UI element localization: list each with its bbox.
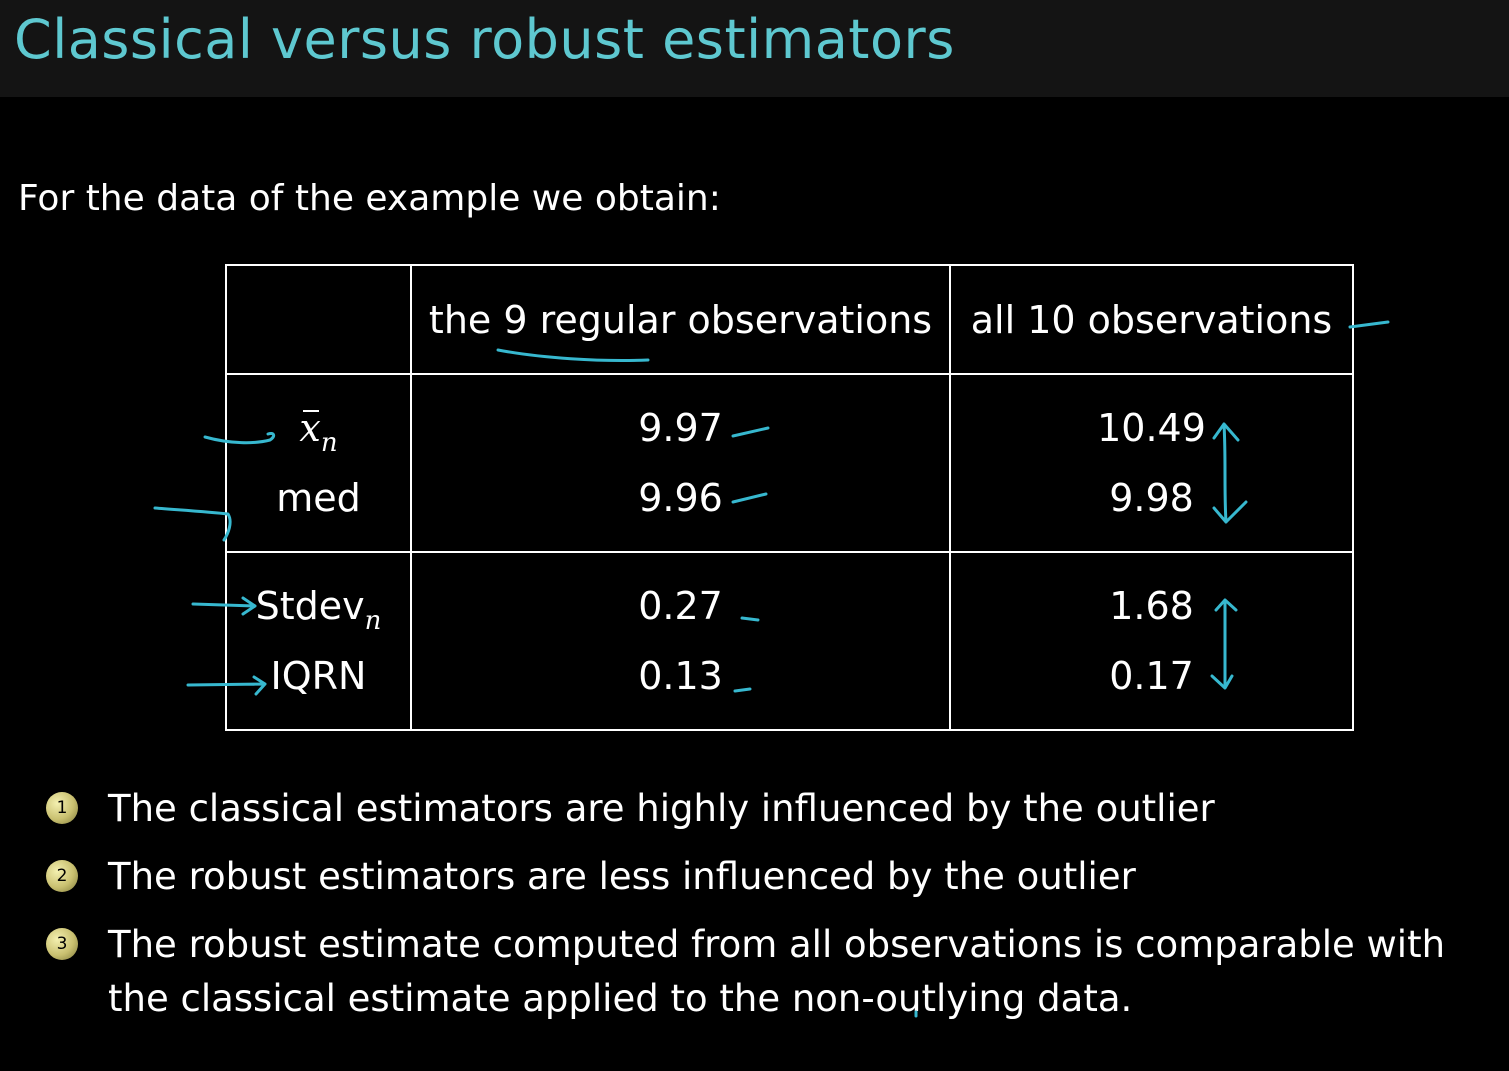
table-header-row: the 9 regular observations all 10 observ… <box>225 264 1354 375</box>
bullet-list: 1 The classical estimators are highly in… <box>46 782 1508 1026</box>
bullet-number-badge: 1 <box>46 792 78 824</box>
slide-title: Classical versus robust estimators <box>14 8 955 71</box>
location-all-cell: 10.49 9.98 <box>949 373 1354 553</box>
bullet-number-badge: 2 <box>46 860 78 892</box>
scale-regular-cell: 0.27 0.13 <box>410 551 951 731</box>
intro-text: For the data of the example we obtain: <box>18 178 721 219</box>
header-regular-observations: the 9 regular observations <box>410 264 951 375</box>
stdev-text: Stdev <box>255 584 365 628</box>
bullet-item: 2 The robust estimators are less influen… <box>46 850 1508 904</box>
mean-label: xn <box>299 393 337 463</box>
scale-labels-cell: Stdevn IQRN <box>225 551 412 731</box>
location-row: xn med 9.97 9.96 10.49 9.98 <box>225 373 1354 553</box>
scale-all-cell: 1.68 0.17 <box>949 551 1354 731</box>
arrow-annotation <box>153 506 232 542</box>
estimator-table: the 9 regular observations all 10 observ… <box>225 264 1354 731</box>
stdev-regular-value: 0.27 <box>638 584 723 628</box>
dash-annotation <box>1348 320 1390 329</box>
location-labels-cell: xn med <box>225 373 412 553</box>
stdev-subscript: n <box>364 606 382 636</box>
bullet-item: 3 The robust estimate computed from all … <box>46 918 1508 1026</box>
median-all-value: 9.98 <box>1109 476 1194 520</box>
scale-row: Stdevn IQRN 0.27 0.13 1.68 0.17 <box>225 551 1354 731</box>
iqrn-regular-value: 0.13 <box>638 654 723 698</box>
iqrn-all-value: 0.17 <box>1109 654 1194 698</box>
bullet-item: 1 The classical estimators are highly in… <box>46 782 1508 836</box>
mean-all-value: 10.49 <box>1097 406 1206 450</box>
mean-symbol: x <box>299 406 321 450</box>
stdev-label: Stdevn <box>256 571 382 641</box>
iqrn-label: IQRN <box>270 654 367 698</box>
location-regular-cell: 9.97 9.96 <box>410 373 951 553</box>
header-all-observations: all 10 observations <box>949 264 1354 375</box>
mean-subscript: n <box>320 428 338 458</box>
bullet-text: The robust estimate computed from all ob… <box>108 923 1446 1020</box>
title-bar <box>0 0 1509 97</box>
stdev-all-value: 1.68 <box>1109 584 1194 628</box>
bullet-text: The classical estimators are highly infl… <box>108 787 1215 830</box>
mean-regular-value: 9.97 <box>638 406 723 450</box>
median-label: med <box>276 476 361 520</box>
header-empty <box>225 264 412 375</box>
median-regular-value: 9.96 <box>638 476 723 520</box>
bullet-number-badge: 3 <box>46 928 78 960</box>
bullet-text: The robust estimators are less influence… <box>108 855 1136 898</box>
